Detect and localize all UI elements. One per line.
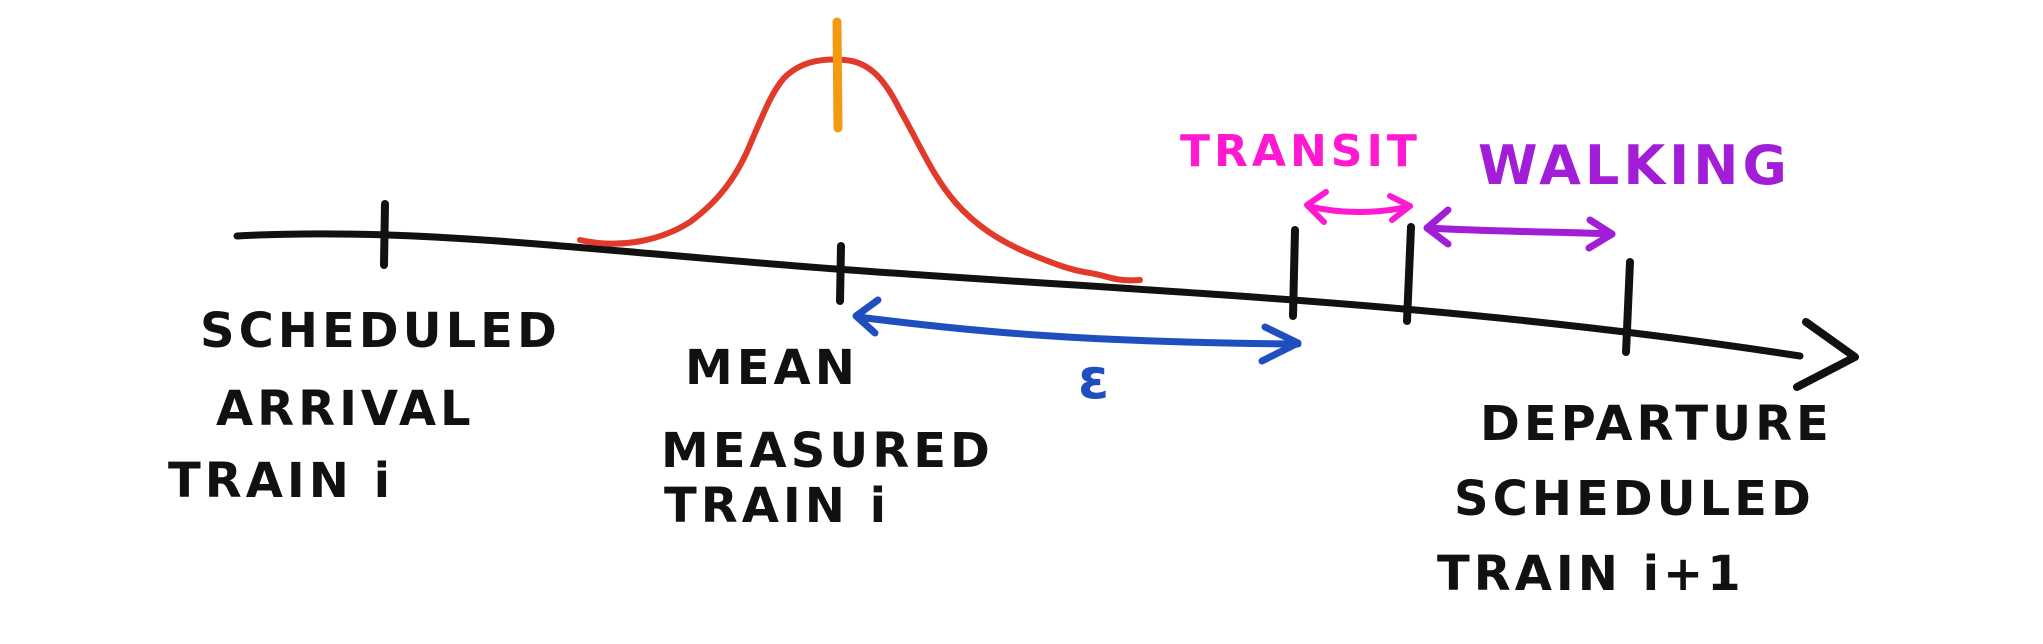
- label-departure-scheduled-line-1: DEPARTURE: [1480, 396, 1833, 452]
- transit-arrow-head-right: [1387, 193, 1413, 223]
- label-departure-scheduled-line-2: SCHEDULED: [1454, 471, 1815, 527]
- tick-walking-start: [1403, 223, 1415, 325]
- label-scheduled-arrival-line-3: TRAIN i: [168, 453, 394, 509]
- label-mean-measured-line-3: TRAIN i: [664, 478, 890, 534]
- tick-scheduled-arrival: [380, 200, 389, 269]
- label-departure-scheduled: DEPARTURE SCHEDULED TRAIN i+1: [1437, 396, 1833, 602]
- label-walking: WALKING: [1478, 134, 1791, 197]
- timeline-arrowhead: [1793, 318, 1859, 391]
- label-mean-measured-line-1: MEAN: [685, 340, 859, 396]
- tick-mean-measured: [836, 242, 845, 305]
- label-mean-measured: MEAN MEASURED TRAIN i: [661, 340, 994, 534]
- label-departure-scheduled-line-3: TRAIN i+1: [1437, 546, 1745, 602]
- label-mean-measured-line-2: MEASURED: [661, 423, 994, 479]
- label-scheduled-arrival-line-1: SCHEDULED: [200, 303, 561, 359]
- mean-marker: [832, 17, 843, 133]
- epsilon-arrow-shaft: [854, 313, 1302, 348]
- walking-arrow-shaft: [1424, 224, 1616, 238]
- walking-arrow-head-left: [1423, 206, 1452, 248]
- transit-arrow-head-left: [1304, 189, 1329, 225]
- transit-arrow-shaft: [1305, 203, 1413, 215]
- label-transit: TRANSIT: [1180, 126, 1421, 177]
- tick-departure-scheduled: [1622, 258, 1634, 356]
- label-epsilon: ε: [1078, 347, 1113, 412]
- label-scheduled-arrival-line-2: ARRIVAL: [216, 381, 475, 437]
- walking-arrow-head-right: [1585, 216, 1616, 252]
- arrival-distribution-curve: [577, 56, 1143, 284]
- epsilon-arrow-head-right: [1258, 323, 1302, 365]
- epsilon-arrow-head-left: [852, 296, 882, 337]
- timeline-axis: [233, 230, 1804, 360]
- tick-transit-start: [1289, 226, 1299, 320]
- label-scheduled-arrival: SCHEDULED ARRIVAL TRAIN i: [168, 303, 561, 509]
